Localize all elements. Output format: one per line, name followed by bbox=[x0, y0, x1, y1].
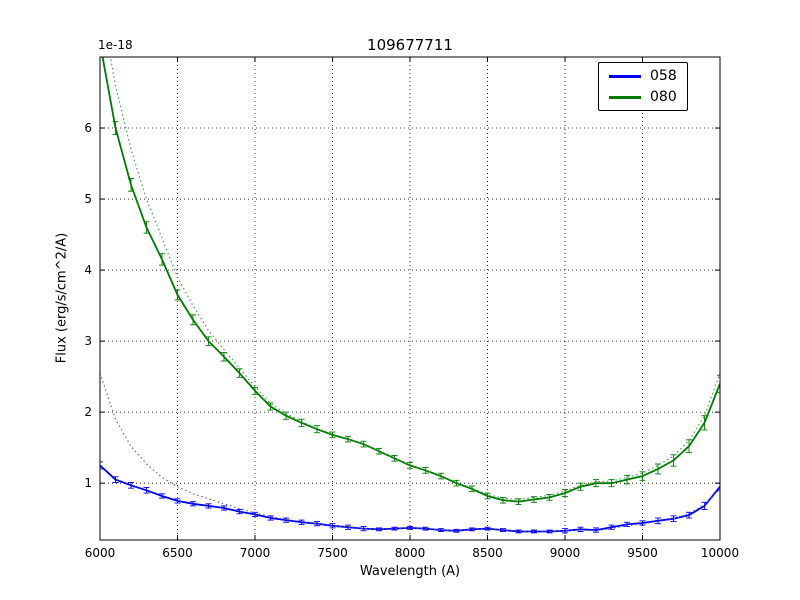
legend-entry-080: 080 bbox=[609, 90, 677, 104]
x-tick-label: 7500 bbox=[317, 546, 348, 560]
series-058-dotted-line bbox=[100, 372, 720, 533]
x-tick-label: 6000 bbox=[85, 546, 116, 560]
y-tick-label: 5 bbox=[84, 192, 92, 206]
y-tick-label: 1 bbox=[84, 476, 92, 490]
grid bbox=[99, 57, 721, 540]
series-058-line bbox=[100, 464, 720, 533]
y-axis-label: Flux (erg/s/cm^2/A) bbox=[54, 232, 70, 364]
x-tick-label: 6500 bbox=[162, 546, 193, 560]
x-tick-label: 9500 bbox=[627, 546, 658, 560]
y-tick-label: 4 bbox=[84, 263, 92, 277]
legend-label-080: 080 bbox=[650, 89, 677, 105]
y-tick-label: 2 bbox=[84, 405, 92, 419]
x-tick-label: 8500 bbox=[472, 546, 503, 560]
legend-line-058 bbox=[609, 74, 641, 78]
x-tick-label: 8000 bbox=[395, 546, 426, 560]
x-axis-label: Wavelength (A) bbox=[359, 564, 461, 579]
series-080-dotted-line bbox=[109, 57, 720, 501]
legend-label-058: 058 bbox=[650, 68, 677, 84]
x-tick-label: 7000 bbox=[240, 546, 271, 560]
legend-line-080 bbox=[609, 95, 641, 99]
legend-entry-058: 058 bbox=[609, 69, 677, 83]
x-tick-label: 9000 bbox=[550, 546, 581, 560]
series-080-line bbox=[101, 57, 720, 503]
series-group bbox=[100, 57, 720, 534]
legend: 058 080 bbox=[598, 62, 688, 111]
ticks: 6000 6500 7000 7500 8000 8500 9000 9500 10000 1 2 3… bbox=[84, 57, 739, 560]
y-tick-label: 6 bbox=[84, 121, 92, 135]
chart-title: 109677711 bbox=[367, 36, 453, 54]
x-tick-label: 10000 bbox=[701, 546, 739, 560]
y-offset-label: 1e-18 bbox=[98, 38, 133, 52]
y-tick-label: 3 bbox=[84, 334, 92, 348]
